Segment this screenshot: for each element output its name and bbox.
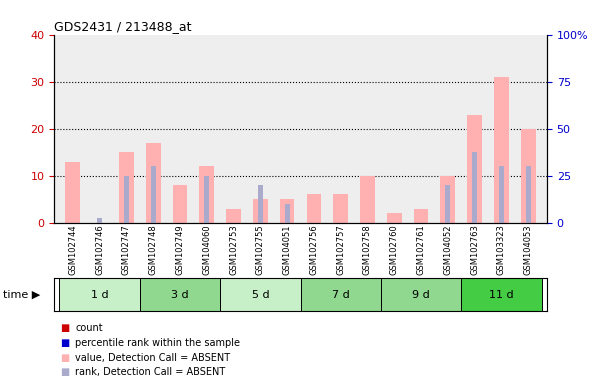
Bar bbox=[360, 176, 375, 223]
Text: percentile rank within the sample: percentile rank within the sample bbox=[75, 338, 240, 348]
Bar bbox=[220, 278, 300, 311]
Bar bbox=[253, 199, 267, 223]
Bar bbox=[441, 176, 455, 223]
Text: GDS2431 / 213488_at: GDS2431 / 213488_at bbox=[54, 20, 192, 33]
Text: value, Detection Call = ABSENT: value, Detection Call = ABSENT bbox=[75, 353, 230, 362]
Bar bbox=[494, 77, 508, 223]
Bar bbox=[387, 214, 401, 223]
Bar bbox=[200, 166, 214, 223]
Bar bbox=[146, 143, 160, 223]
Text: 9 d: 9 d bbox=[412, 290, 430, 300]
Text: 7 d: 7 d bbox=[332, 290, 350, 300]
Bar bbox=[97, 218, 102, 223]
Bar bbox=[172, 185, 188, 223]
Bar bbox=[413, 209, 429, 223]
Text: rank, Detection Call = ABSENT: rank, Detection Call = ABSENT bbox=[75, 367, 225, 377]
Text: ■: ■ bbox=[60, 353, 69, 362]
Bar bbox=[279, 199, 294, 223]
Bar bbox=[334, 195, 348, 223]
Bar bbox=[59, 278, 140, 311]
Text: ■: ■ bbox=[60, 323, 69, 333]
Bar bbox=[66, 162, 80, 223]
Text: count: count bbox=[75, 323, 103, 333]
Bar bbox=[467, 114, 482, 223]
Bar bbox=[119, 152, 134, 223]
Text: time ▶: time ▶ bbox=[3, 290, 40, 300]
Bar bbox=[461, 278, 542, 311]
Bar bbox=[445, 185, 450, 223]
Bar bbox=[300, 278, 381, 311]
Bar bbox=[526, 166, 531, 223]
Text: ■: ■ bbox=[60, 367, 69, 377]
Bar bbox=[204, 176, 209, 223]
Text: ■: ■ bbox=[60, 338, 69, 348]
Bar bbox=[258, 185, 263, 223]
Bar bbox=[226, 209, 241, 223]
Bar bbox=[381, 278, 461, 311]
Bar bbox=[472, 152, 477, 223]
Bar bbox=[307, 195, 322, 223]
Text: 3 d: 3 d bbox=[171, 290, 189, 300]
Bar bbox=[284, 204, 290, 223]
Bar bbox=[151, 166, 156, 223]
Bar bbox=[521, 129, 535, 223]
Bar bbox=[140, 278, 220, 311]
Text: 11 d: 11 d bbox=[489, 290, 514, 300]
Text: 5 d: 5 d bbox=[251, 290, 269, 300]
Bar bbox=[499, 166, 504, 223]
Bar bbox=[124, 176, 129, 223]
Text: 1 d: 1 d bbox=[91, 290, 108, 300]
